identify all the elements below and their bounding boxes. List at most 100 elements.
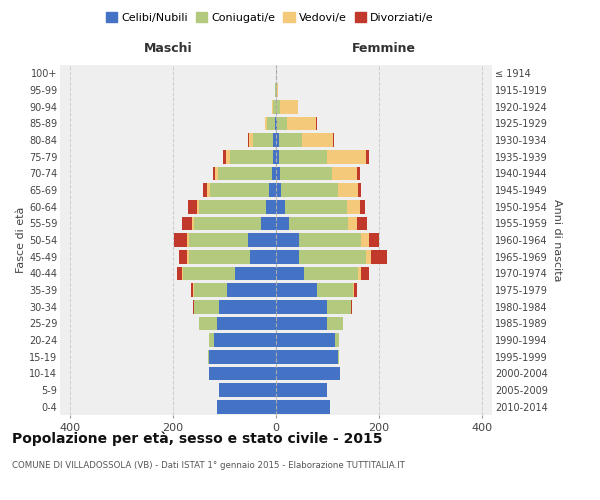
Bar (267, 116, 275, 130)
Bar (227, 283, 276, 297)
Bar (276, 216, 289, 230)
Bar (208, 350, 209, 364)
Bar (191, 283, 193, 297)
Bar (214, 333, 276, 347)
Bar (357, 166, 360, 180)
Bar (366, 150, 368, 164)
Text: Maschi: Maschi (143, 42, 193, 55)
Text: COMUNE DI VILLADOSSOLA (VB) - Dati ISTAT 1° gennaio 2015 - Elaborazione TUTTITAL: COMUNE DI VILLADOSSOLA (VB) - Dati ISTAT… (12, 460, 405, 469)
Bar (276, 300, 328, 314)
Bar (328, 150, 366, 164)
Bar (249, 133, 253, 147)
Bar (358, 266, 361, 280)
Bar (360, 200, 365, 213)
Bar (193, 300, 194, 314)
Bar (276, 166, 280, 180)
Bar (217, 400, 276, 413)
Text: Popolazione per età, sesso e stato civile - 2015: Popolazione per età, sesso e stato civil… (12, 431, 383, 446)
Bar (285, 200, 347, 213)
Bar (277, 83, 278, 97)
Bar (276, 183, 281, 197)
Bar (272, 166, 276, 180)
Bar (361, 233, 368, 247)
Bar (197, 200, 199, 213)
Bar (348, 216, 357, 230)
Bar (351, 300, 352, 314)
Bar (299, 250, 366, 264)
Bar (276, 400, 330, 413)
Bar (220, 300, 276, 314)
Bar (226, 150, 230, 164)
Bar (358, 183, 361, 197)
Bar (357, 216, 367, 230)
Bar (188, 200, 197, 213)
Bar (194, 300, 220, 314)
Bar (209, 183, 269, 197)
Bar (203, 183, 207, 197)
Bar (207, 183, 209, 197)
Bar (328, 316, 343, 330)
Bar (187, 250, 188, 264)
Bar (182, 266, 184, 280)
Bar (188, 250, 250, 264)
Bar (177, 266, 182, 280)
Bar (287, 116, 316, 130)
Bar (209, 366, 276, 380)
Bar (332, 166, 357, 180)
Bar (276, 200, 285, 213)
Bar (179, 250, 187, 264)
Bar (275, 116, 276, 130)
Bar (209, 333, 214, 347)
Bar (199, 316, 217, 330)
Bar (280, 100, 298, 114)
Bar (276, 366, 340, 380)
Legend: Celibi/Nubili, Coniugati/e, Vedovi/e, Divorziati/e: Celibi/Nubili, Coniugati/e, Vedovi/e, Di… (102, 8, 438, 28)
Bar (281, 183, 338, 197)
Bar (277, 116, 287, 130)
Bar (194, 216, 260, 230)
Bar (328, 300, 350, 314)
Bar (248, 133, 249, 147)
Bar (338, 183, 358, 197)
Bar (275, 83, 276, 97)
Bar (250, 250, 276, 264)
Text: Femmine: Femmine (352, 42, 416, 55)
Bar (276, 133, 278, 147)
Bar (353, 283, 354, 297)
Bar (213, 166, 215, 180)
Bar (276, 316, 328, 330)
Bar (276, 350, 338, 364)
Bar (223, 150, 226, 164)
Bar (260, 216, 276, 230)
Bar (218, 166, 272, 180)
Bar (274, 150, 276, 164)
Bar (188, 233, 248, 247)
Bar (265, 116, 267, 130)
Bar (209, 350, 276, 364)
Bar (192, 216, 194, 230)
Bar (276, 150, 278, 164)
Bar (276, 250, 299, 264)
Bar (276, 83, 277, 97)
Bar (217, 316, 276, 330)
Bar (276, 116, 277, 130)
Bar (266, 200, 276, 213)
Bar (347, 200, 360, 213)
Bar (230, 150, 274, 164)
Bar (304, 266, 358, 280)
Bar (235, 266, 276, 280)
Y-axis label: Fasce di età: Fasce di età (16, 207, 26, 273)
Bar (354, 283, 357, 297)
Bar (276, 283, 317, 297)
Bar (215, 166, 218, 180)
Bar (368, 233, 379, 247)
Y-axis label: Anni di nascita: Anni di nascita (551, 198, 562, 281)
Bar (366, 250, 371, 264)
Bar (248, 233, 276, 247)
Bar (274, 100, 276, 114)
Bar (278, 133, 302, 147)
Bar (174, 233, 187, 247)
Bar (299, 233, 361, 247)
Bar (276, 333, 335, 347)
Bar (276, 233, 299, 247)
